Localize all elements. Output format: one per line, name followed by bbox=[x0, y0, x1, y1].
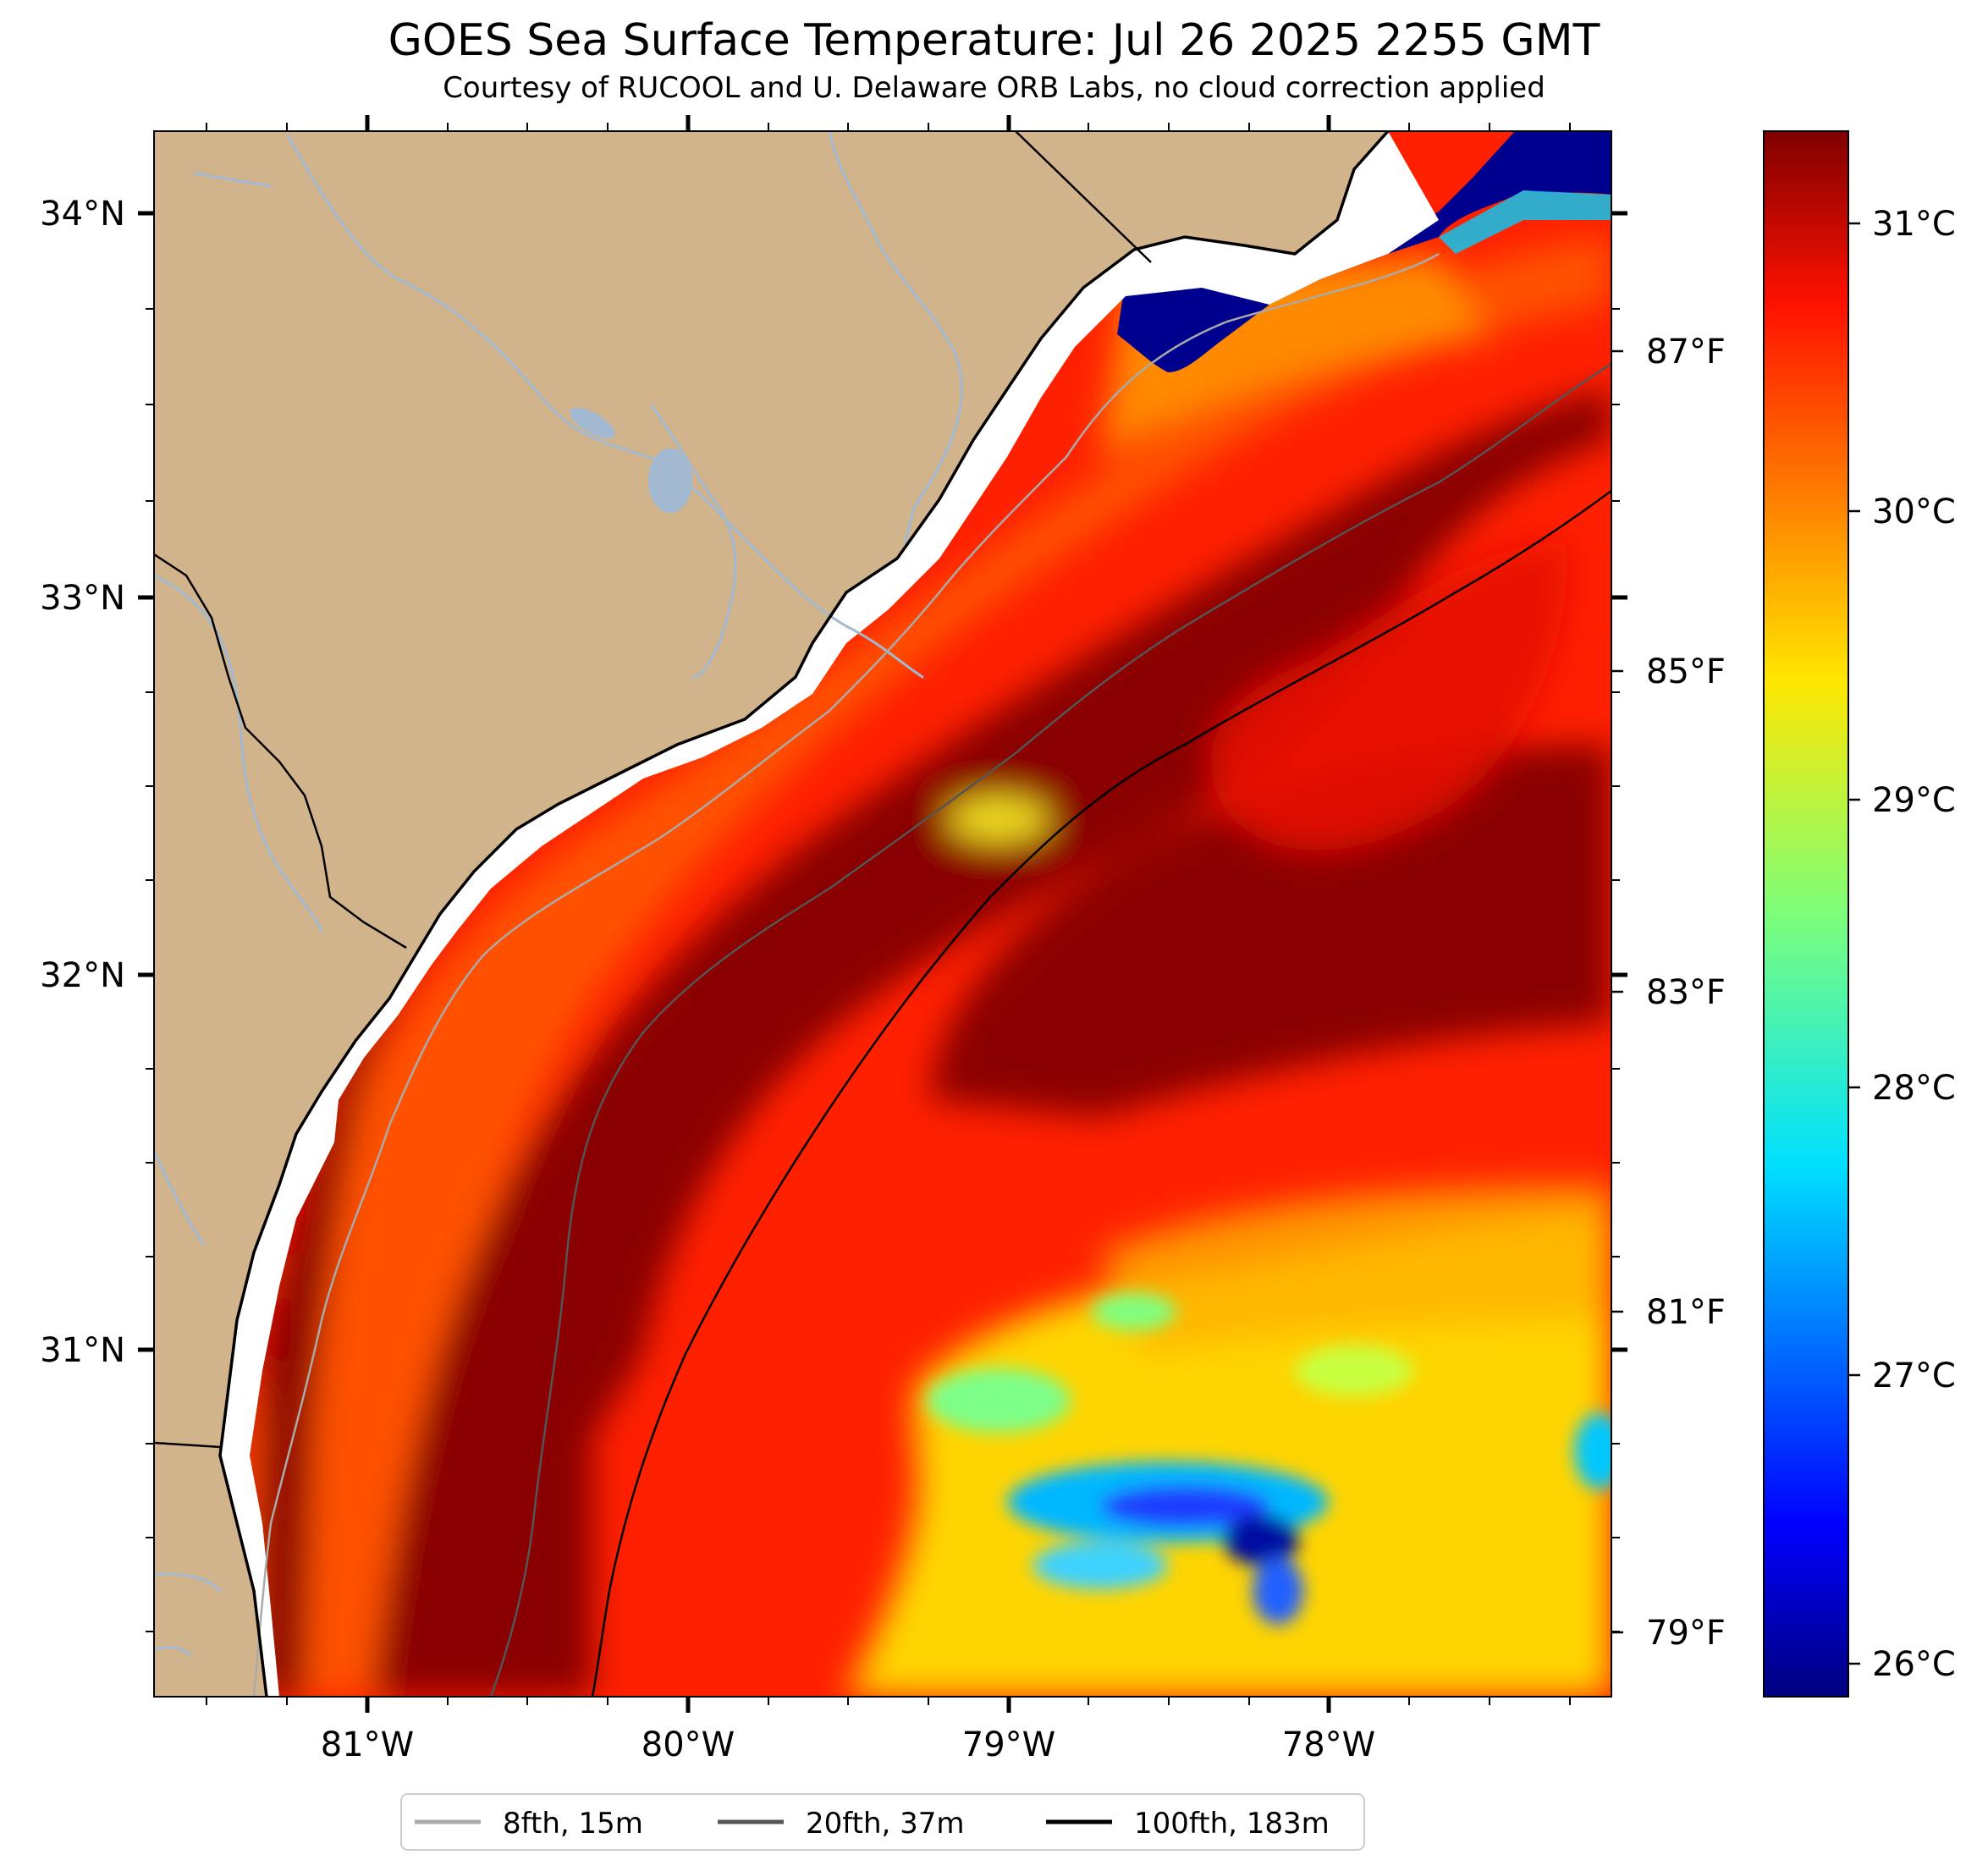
map-subtitle: Courtesy of RUCOOL and U. Delaware ORB L… bbox=[443, 71, 1545, 105]
lake-marion bbox=[648, 448, 692, 513]
legend-label-8fth: 8fth, 15m bbox=[503, 1807, 643, 1841]
fahrenheit-label-85: 85°F bbox=[1646, 652, 1726, 691]
minor-ticks bbox=[146, 123, 1620, 1705]
coastline bbox=[218, 131, 1390, 1697]
lon-label-79w: 79°W bbox=[962, 1725, 1055, 1764]
isobath-legend: 8fth, 15m 20fth, 37m 100fth, 183m bbox=[400, 1793, 1365, 1851]
isobath-100fth bbox=[591, 489, 1611, 1697]
colorbar-ticks bbox=[1848, 222, 1860, 1665]
lake-moultrie bbox=[570, 407, 615, 439]
celsius-label-26: 26°C bbox=[1872, 1645, 1956, 1684]
lon-label-81w: 81°W bbox=[321, 1725, 414, 1764]
lat-label-32n: 32°N bbox=[40, 956, 125, 995]
legend-label-100fth: 100fth, 183m bbox=[1134, 1807, 1330, 1841]
legend-label-20fth: 20fth, 37m bbox=[806, 1807, 965, 1841]
fahrenheit-label-79: 79°F bbox=[1646, 1614, 1726, 1653]
isobath-20fth bbox=[489, 362, 1611, 1697]
fahrenheit-label-83: 83°F bbox=[1646, 973, 1726, 1012]
major-ticks bbox=[138, 115, 1627, 1713]
lat-label-34n: 34°N bbox=[40, 195, 125, 234]
sst-cool-patches bbox=[927, 1293, 1611, 1625]
fahrenheit-label-87: 87°F bbox=[1646, 333, 1726, 371]
state-borders bbox=[154, 131, 1152, 1449]
sst-map bbox=[154, 131, 1611, 1697]
lon-label-78w: 78°W bbox=[1282, 1725, 1375, 1764]
lon-label-80w: 80°W bbox=[642, 1725, 735, 1764]
no-data-strip bbox=[220, 131, 1439, 1697]
fahrenheit-ticks bbox=[1611, 349, 1623, 1634]
land bbox=[154, 131, 1388, 1697]
lat-label-33n: 33°N bbox=[40, 579, 125, 618]
celsius-label-28: 28°C bbox=[1872, 1069, 1956, 1108]
celsius-label-30: 30°C bbox=[1872, 493, 1956, 531]
celsius-label-29: 29°C bbox=[1872, 781, 1956, 820]
lat-label-31n: 31°N bbox=[40, 1331, 125, 1370]
isobath-8fth bbox=[252, 252, 1440, 1697]
rivers bbox=[154, 131, 963, 1656]
celsius-label-31: 31°C bbox=[1872, 205, 1956, 244]
celsius-label-27: 27°C bbox=[1872, 1356, 1956, 1395]
fahrenheit-label-81: 81°F bbox=[1646, 1293, 1726, 1332]
map-frame bbox=[153, 130, 1612, 1698]
colorbar bbox=[1763, 130, 1849, 1698]
map-title: GOES Sea Surface Temperature: Jul 26 202… bbox=[388, 15, 1600, 66]
cool-fringe bbox=[1439, 190, 1611, 254]
